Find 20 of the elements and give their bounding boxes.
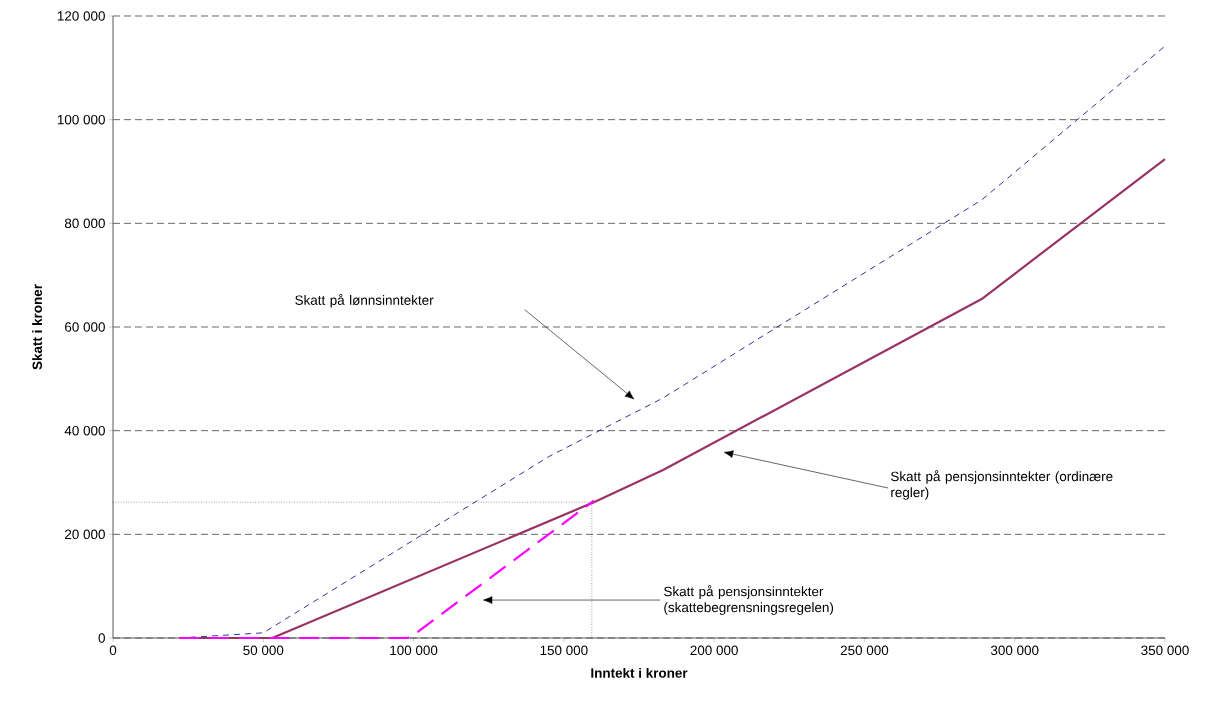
x-tick-label: 300 000: [990, 645, 1039, 656]
annotation: Skatt på pensjonsinntekter (skattebegrensningsregelen): [664, 585, 834, 615]
x-axis-title: Inntekt i kroner: [591, 667, 688, 678]
y-tick-label: 120 000: [57, 11, 105, 21]
y-tick-label: 100 000: [57, 114, 105, 125]
y-axis-title: Skatt i kroner: [32, 284, 43, 370]
y-tick-label: 0: [98, 633, 105, 643]
y-tick-label: 80 000: [64, 218, 105, 229]
x-tick-label: 0: [109, 645, 117, 656]
y-tick-label: 40 000: [64, 425, 105, 436]
x-tick-label: 250 000: [840, 645, 889, 656]
x-tick-label: 100 000: [390, 645, 438, 656]
x-tick-label: 50 000: [243, 645, 284, 656]
y-tick-label: 60 000: [65, 322, 105, 332]
annotation: Skatt på lønnsinntekter: [295, 293, 434, 308]
annotation: Skatt på pensjonsinntekter (ordinære regler): [890, 470, 1113, 500]
x-tick-label: 350 000: [1141, 645, 1189, 656]
y-tick-label: 20 000: [65, 529, 105, 540]
x-tick-label: 200 000: [690, 645, 738, 656]
x-tick-label: 150 000: [540, 645, 588, 656]
